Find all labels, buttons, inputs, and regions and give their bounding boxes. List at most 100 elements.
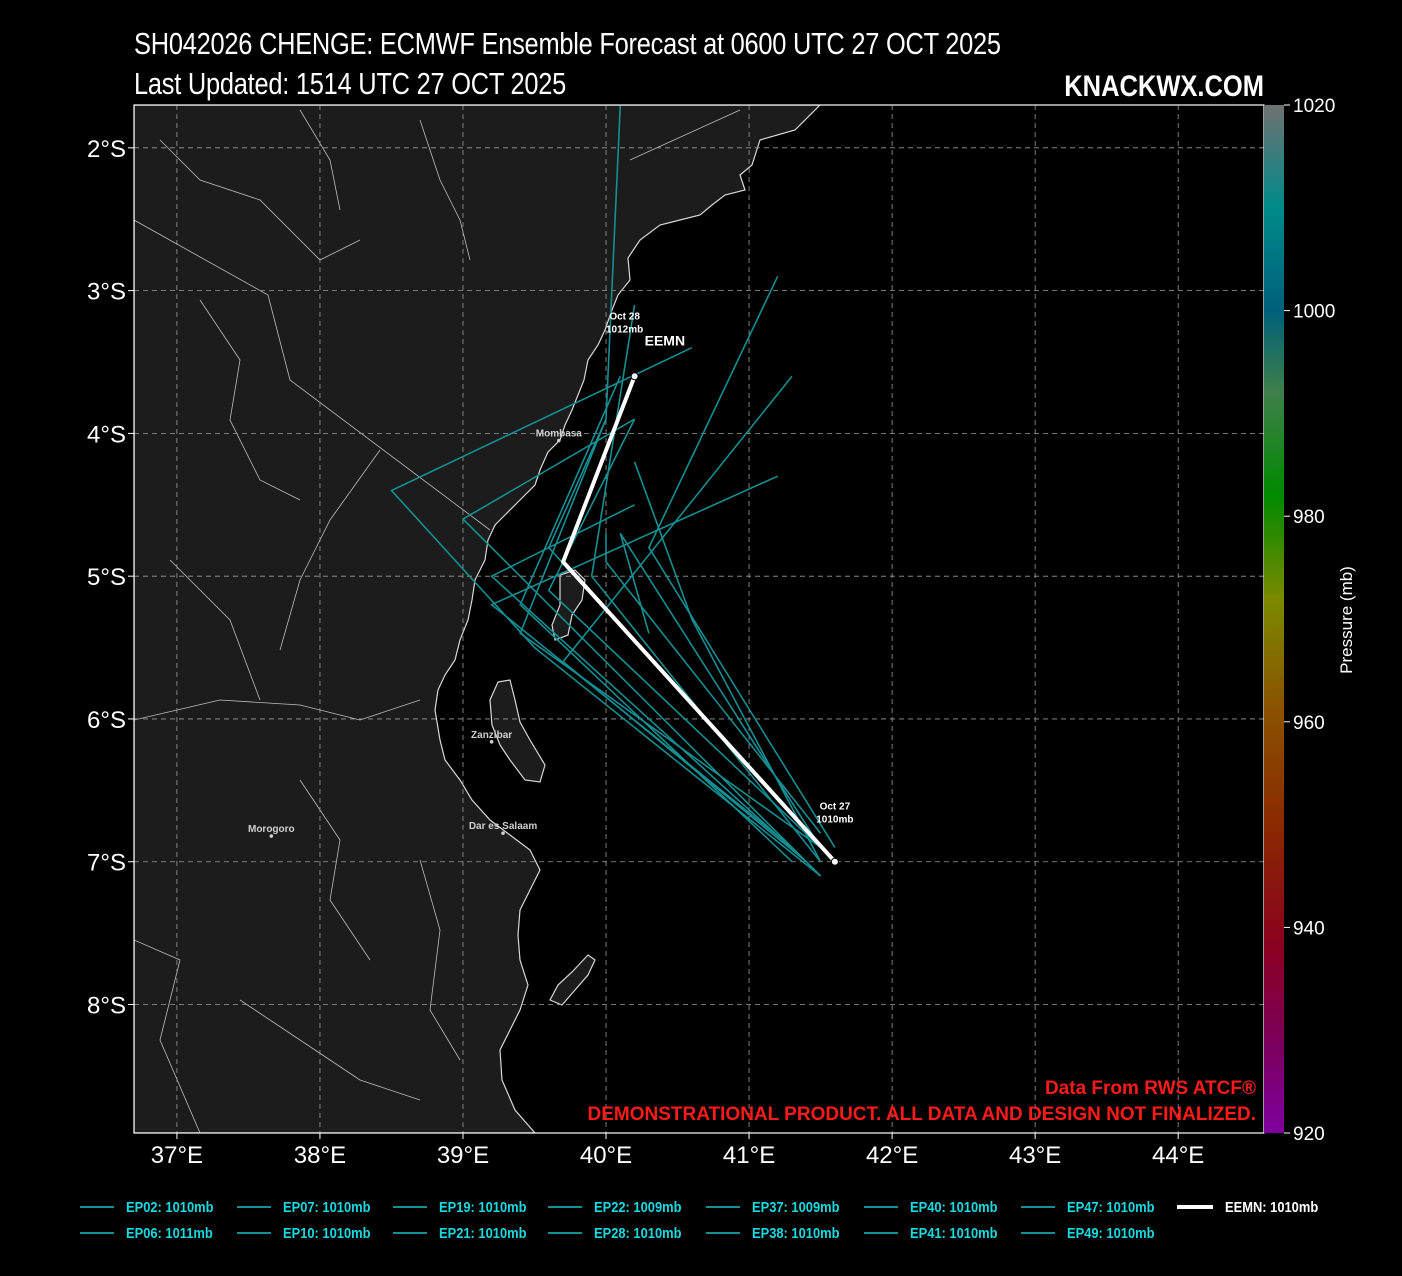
disclaimer: DEMONSTRATIONAL PRODUCT. ALL DATA AND DE…	[588, 1104, 1257, 1125]
legend-item: EP10: 1010mb	[237, 1222, 385, 1244]
longitude-ticks: 37°E 38°E 39°E 40°E 41°E 42°E 43°E 44°E	[151, 1133, 1204, 1169]
colorbar-tick-label: 1020	[1293, 96, 1335, 117]
lat-tick-label: 3°S	[87, 279, 126, 306]
lon-tick-label: 39°E	[437, 1142, 489, 1169]
legend-swatch	[393, 1206, 427, 1208]
legend-swatch	[80, 1232, 114, 1234]
legend-item: EP02: 1010mb	[80, 1196, 228, 1218]
lat-tick-label: 7°S	[87, 850, 126, 877]
legend-label: EP10: 1010mb	[283, 1224, 371, 1242]
member-track-ep49	[547, 418, 822, 848]
legend-label: EP06: 1011mb	[126, 1224, 213, 1242]
legend-item: EP19: 1010mb	[393, 1196, 541, 1218]
lon-tick-label: 44°E	[1152, 1142, 1204, 1169]
legend-swatch	[864, 1206, 898, 1208]
lon-tick-label: 41°E	[723, 1142, 775, 1169]
lon-tick-label: 37°E	[151, 1142, 203, 1169]
start-date-label: Oct 27	[820, 802, 851, 813]
colorbar-label: Pressure (mb)	[1337, 566, 1356, 674]
legend-item: EP47: 1010mb	[1021, 1196, 1169, 1218]
city-marker	[269, 834, 274, 838]
legend-swatch	[864, 1232, 898, 1234]
city-labels: Mombasa Zanzibar Dar es Salaam Morogoro	[248, 429, 582, 838]
legend: EP02: 1010mb EP07: 1010mb EP19: 1010mb EP22…	[80, 1196, 1340, 1246]
mafia-island	[549, 954, 596, 1006]
city-label: Dar es Salaam	[469, 821, 537, 832]
forecast-map: Mombasa Zanzibar Dar es Salaam Morogoro Oct…	[87, 96, 1356, 1169]
city-label: Morogoro	[248, 824, 295, 835]
legend-item: EP38: 1010mb	[706, 1222, 854, 1244]
lat-tick-label: 5°S	[87, 564, 126, 591]
legend-label: EP37: 1009mb	[752, 1198, 840, 1216]
member-track-ep06	[390, 346, 822, 877]
legend-item: EP41: 1010mb	[864, 1222, 1012, 1244]
colorbar-ticks: 1020 1000 980 960 940 920	[1284, 96, 1335, 1145]
member-track-ep28	[605, 533, 822, 834]
brand-logo-text: KNACKWX.COM	[1064, 70, 1264, 103]
end-date-label: Oct 28	[609, 311, 640, 322]
colorbar-tick-label: 940	[1293, 918, 1325, 939]
last-updated-subtitle: Last Updated: 1514 UTC 27 OCT 2025	[134, 66, 567, 101]
member-track-ep10	[647, 275, 836, 848]
land-mass	[134, 105, 821, 1133]
legend-swatch	[237, 1206, 271, 1208]
legend-swatch	[1021, 1206, 1055, 1208]
legend-item: EP21: 1010mb	[393, 1222, 541, 1244]
lon-tick-label: 42°E	[866, 1142, 918, 1169]
lat-tick-label: 8°S	[87, 993, 126, 1020]
legend-swatch	[237, 1232, 271, 1234]
legend-item-eemn: EEMN: 1010mb	[1177, 1196, 1333, 1218]
member-track-ep40	[619, 532, 822, 848]
city-label: Zanzibar	[471, 730, 512, 741]
legend-swatch	[548, 1232, 582, 1234]
mean-track-label: EEMN	[645, 332, 685, 348]
legend-label: EP47: 1010mb	[1067, 1198, 1155, 1216]
legend-item: EP49: 1010mb	[1021, 1222, 1169, 1244]
legend-label: EP02: 1010mb	[126, 1198, 214, 1216]
legend-label: EEMN: 1010mb	[1225, 1198, 1319, 1216]
legend-label: EP22: 1009mb	[594, 1198, 682, 1216]
borders	[134, 109, 741, 1133]
lon-tick-label: 40°E	[580, 1142, 632, 1169]
legend-label: EP28: 1010mb	[594, 1224, 682, 1242]
member-track-ep19	[590, 304, 822, 863]
legend-label: EP21: 1010mb	[439, 1224, 527, 1242]
legend-swatch	[80, 1206, 114, 1208]
legend-swatch	[706, 1206, 740, 1208]
legend-swatch	[706, 1232, 740, 1234]
city-marker	[489, 739, 494, 744]
ensemble-mean-track	[561, 372, 839, 866]
legend-swatch	[1177, 1205, 1213, 1209]
data-credit: Data From RWS ATCF®	[1045, 1078, 1256, 1099]
member-track-ep38	[519, 375, 793, 863]
legend-swatch	[548, 1206, 582, 1208]
city-marker	[501, 831, 505, 835]
legend-label: EP41: 1010mb	[910, 1224, 998, 1242]
legend-item: EP07: 1010mb	[237, 1196, 385, 1218]
lat-tick-label: 2°S	[87, 136, 126, 163]
member-track-ep02	[519, 104, 822, 849]
legend-label: EP07: 1010mb	[283, 1198, 371, 1216]
legend-label: EP49: 1010mb	[1067, 1224, 1155, 1242]
legend-item: EP37: 1009mb	[706, 1196, 854, 1218]
gridlines	[134, 105, 1264, 1133]
lon-tick-label: 43°E	[1009, 1142, 1061, 1169]
lat-tick-label: 6°S	[87, 707, 126, 734]
legend-item: EP40: 1010mb	[864, 1196, 1012, 1218]
lat-tick-label: 4°S	[87, 421, 126, 448]
legend-item: EP06: 1011mb	[80, 1222, 227, 1244]
mean-start-point	[830, 857, 839, 866]
start-pressure-label: 1010mb	[816, 815, 853, 826]
colorbar-tick-label: 1000	[1293, 302, 1335, 323]
legend-item: EP28: 1010mb	[548, 1222, 696, 1244]
latitude-ticks: 2°S 3°S 4°S 5°S 6°S 7°S 8°S	[87, 136, 134, 1020]
city-label: Mombasa	[536, 429, 583, 440]
legend-swatch	[1021, 1232, 1055, 1234]
end-pressure-label: 1012mb	[606, 324, 643, 335]
mean-track-line	[561, 375, 837, 864]
legend-item: EP22: 1009mb	[548, 1196, 696, 1218]
colorbar-tick-label: 920	[1293, 1124, 1325, 1145]
member-track-ep37	[461, 418, 822, 877]
zanzibar-island	[489, 679, 546, 783]
legend-label: EP38: 1010mb	[752, 1224, 840, 1242]
